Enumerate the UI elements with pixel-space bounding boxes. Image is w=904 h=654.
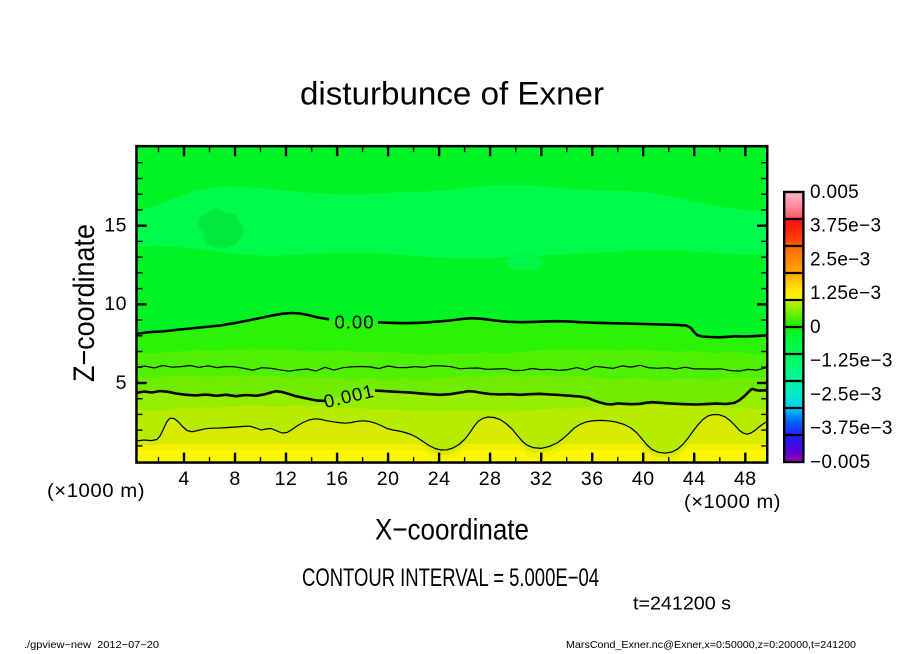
svg-text:0.005: 0.005 bbox=[810, 182, 859, 203]
svg-text:12: 12 bbox=[275, 468, 298, 490]
svg-text:−2.5e−3: −2.5e−3 bbox=[810, 384, 882, 405]
svg-text:8: 8 bbox=[229, 468, 240, 490]
svg-text:40: 40 bbox=[632, 468, 655, 490]
svg-text:Z−coordinate: Z−coordinate bbox=[68, 224, 101, 382]
svg-text:(×1000 m): (×1000 m) bbox=[684, 491, 781, 513]
svg-text:(×1000 m): (×1000 m) bbox=[47, 480, 145, 502]
svg-text:15: 15 bbox=[104, 215, 127, 237]
svg-text:X−coordinate: X−coordinate bbox=[375, 514, 529, 547]
svg-text:28: 28 bbox=[479, 468, 502, 490]
svg-text:4: 4 bbox=[178, 468, 189, 490]
svg-text:16: 16 bbox=[326, 468, 349, 490]
svg-text:32: 32 bbox=[530, 468, 553, 490]
svg-text:−3.75e−3: −3.75e−3 bbox=[810, 418, 893, 439]
svg-text:0.00: 0.00 bbox=[334, 312, 374, 333]
svg-text:10: 10 bbox=[104, 293, 127, 315]
svg-text:5: 5 bbox=[116, 372, 127, 394]
svg-text:48: 48 bbox=[734, 468, 757, 490]
svg-text:−1.25e−3: −1.25e−3 bbox=[810, 351, 893, 372]
svg-text:./gpview−new 2012−07−20: ./gpview−new 2012−07−20 bbox=[24, 640, 159, 651]
svg-text:0: 0 bbox=[810, 317, 821, 338]
svg-text:24: 24 bbox=[428, 468, 451, 490]
svg-text:MarsCond_Exner.nc@Exner,x=0:50: MarsCond_Exner.nc@Exner,x=0:50000,z=0:20… bbox=[566, 640, 856, 651]
svg-text:1.25e−3: 1.25e−3 bbox=[810, 283, 881, 304]
svg-text:disturbunce of Exner: disturbunce of Exner bbox=[300, 76, 604, 112]
svg-text:−0.005: −0.005 bbox=[810, 452, 870, 473]
svg-text:20: 20 bbox=[377, 468, 400, 490]
svg-text:3.75e−3: 3.75e−3 bbox=[810, 216, 881, 237]
svg-text:CONTOUR INTERVAL = 5.000E−04: CONTOUR INTERVAL = 5.000E−04 bbox=[302, 564, 599, 592]
svg-text:t=241200 s: t=241200 s bbox=[633, 594, 731, 614]
svg-text:36: 36 bbox=[581, 468, 604, 490]
svg-text:44: 44 bbox=[683, 468, 706, 490]
svg-text:2.5e−3: 2.5e−3 bbox=[810, 249, 870, 270]
